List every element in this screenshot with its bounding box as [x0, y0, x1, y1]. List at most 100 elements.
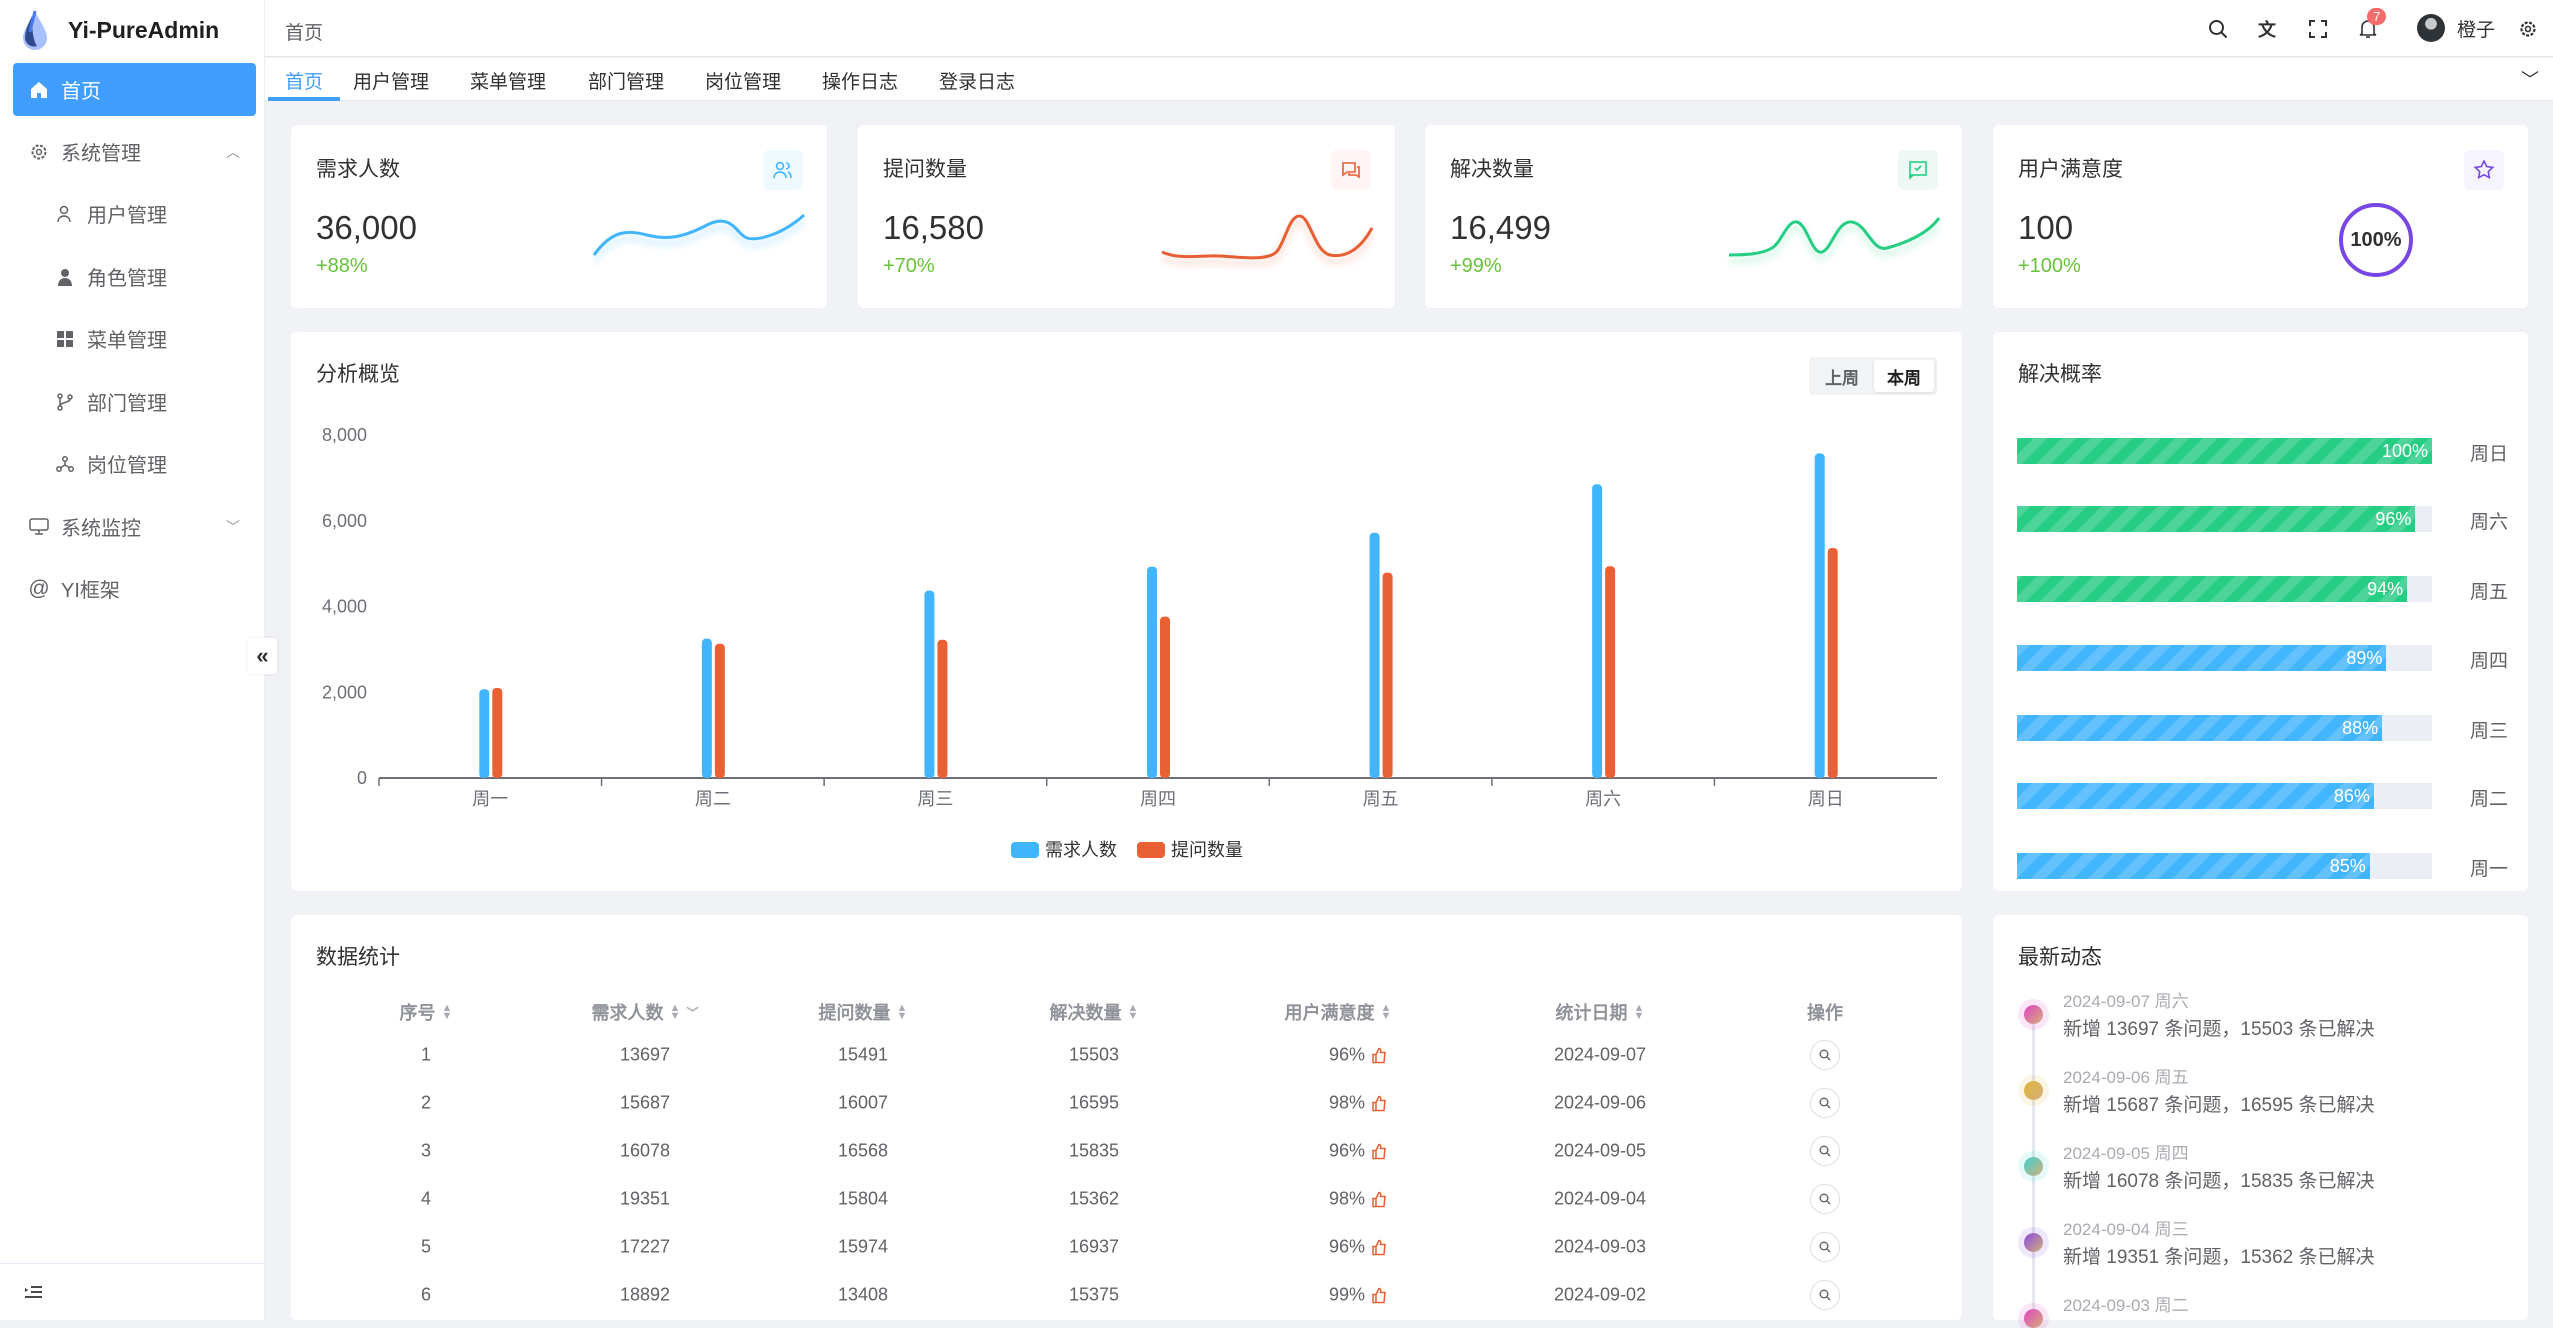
sidebar-item-label: 系统管理 [61, 143, 141, 165]
view-button[interactable] [1810, 1184, 1840, 1214]
table-cell: 16937 [1068, 1236, 1120, 1257]
sort-icon[interactable]: ▲ ▼ [1127, 1002, 1139, 1022]
sidebar-item-departments[interactable]: 部门管理 [13, 375, 256, 428]
stat-card-satisfaction: 用户满意度 100 +100% 100% [1993, 125, 2528, 308]
tab-home[interactable]: 首页 [285, 72, 324, 93]
x-tick-label: 周六 [1585, 789, 1621, 809]
y-tick-label: 8,000 [322, 425, 367, 445]
y-tick-label: 4,000 [322, 597, 367, 617]
stat-change: +99% [1450, 255, 1502, 277]
bell-icon[interactable]: 7 [2355, 8, 2387, 42]
x-tick-label: 周三 [917, 789, 953, 809]
column-header[interactable]: 统计日期 ▲ ▼ [1555, 1002, 1645, 1024]
sort-icon[interactable]: ▲ ▼ [669, 1002, 681, 1022]
solve-rate-title: 解决概率 [2018, 363, 2102, 386]
stat-title: 用户满意度 [2018, 158, 2123, 181]
translate-icon[interactable]: 文 [2258, 20, 2276, 40]
search-icon [1810, 1040, 1840, 1070]
sidebar-item-yi-framework[interactable]: @ YI框架 [13, 562, 256, 615]
sort-icon[interactable]: ▲ ▼ [1633, 1002, 1645, 1022]
search-icon [1810, 1088, 1840, 1118]
sort-icon[interactable]: ▲ ▼ [896, 1002, 908, 1022]
timeline-dot [2024, 1157, 2043, 1176]
stat-title: 提问数量 [883, 158, 967, 181]
column-header[interactable]: 解决数量 ▲ ▼ [1049, 1002, 1139, 1024]
tab-operation-log[interactable]: 操作日志 [822, 72, 899, 93]
legend-label: 需求人数 [1045, 840, 1117, 860]
legend-label: 提问数量 [1171, 840, 1243, 860]
sidebar-item-users[interactable]: 用户管理 [13, 187, 256, 240]
branch-icon [55, 392, 75, 412]
this-week-button[interactable]: 本周 [1874, 360, 1934, 392]
settings-gear-icon[interactable] [2515, 16, 2541, 42]
chat-icon [1331, 150, 1371, 190]
legend-swatch [1137, 842, 1165, 858]
collapse-menu-icon[interactable] [24, 1283, 44, 1301]
bar-demand [1147, 566, 1157, 778]
day-label: 周一 [2470, 859, 2509, 880]
stat-title: 需求人数 [316, 158, 400, 181]
table-cell: 2024-09-02 [1553, 1284, 1647, 1305]
table-cell: 1 [420, 1044, 432, 1065]
last-week-button[interactable]: 上周 [1825, 368, 1859, 388]
bar-demand [1369, 532, 1380, 778]
progress-label: 94% [2367, 578, 2404, 599]
column-header[interactable]: 序号 ▲ ▼ [399, 1002, 453, 1024]
sidebar-item-posts[interactable]: 岗位管理 [13, 437, 256, 490]
sidebar-item-roles[interactable]: 角色管理 [13, 250, 256, 303]
user-menu[interactable]: 橙子 [2417, 14, 2495, 42]
column-header[interactable]: 用户满意度 ▲ ▼ [1284, 1002, 1392, 1024]
solved-sparkline [1728, 217, 1941, 257]
column-header[interactable]: 操作 [1807, 1003, 1843, 1023]
thumbs-up-icon [1372, 1047, 1386, 1063]
breadcrumb[interactable]: 首页 [285, 23, 324, 44]
satisfaction-ring: 100% [2339, 203, 2413, 277]
search-icon [1810, 1232, 1840, 1262]
table-cell: 2024-09-05 [1553, 1140, 1647, 1161]
bar-questions [1382, 572, 1393, 778]
column-header[interactable]: 提问数量 ▲ ▼ [818, 1002, 908, 1024]
stat-change: +100% [2018, 255, 2081, 277]
tab-departments[interactable]: 部门管理 [588, 72, 665, 93]
timeline-date: 2024-09-05 周四 [2063, 1144, 2189, 1163]
x-tick-label: 周四 [1140, 789, 1176, 809]
table-cell: 15687 [619, 1092, 671, 1113]
search-icon[interactable] [2205, 16, 2231, 42]
sidebar-item-system[interactable]: 系统管理 ︿ [13, 125, 256, 178]
sidebar-item-monitor[interactable]: 系统监控 ﹀ [13, 500, 256, 553]
user-name: 橙子 [2457, 19, 2496, 41]
sort-icon[interactable]: ▲ ▼ [1380, 1002, 1392, 1022]
table-cell: 16595 [1068, 1092, 1120, 1113]
sidebar-item-menus[interactable]: 菜单管理 [13, 312, 256, 365]
column-header[interactable]: 需求人数 ▲ ▼ ﹀ [591, 1002, 699, 1024]
collapse-sidebar-button[interactable]: « [248, 638, 277, 674]
stat-card-questions: 提问数量 16,580 +70% [858, 125, 1395, 308]
table-cell: 16078 [619, 1140, 671, 1161]
thumbs-up-icon [1372, 1191, 1386, 1207]
filter-chevron-icon[interactable]: ﹀ [686, 1005, 699, 1020]
view-button[interactable] [1810, 1136, 1840, 1166]
tab-menus[interactable]: 菜单管理 [470, 72, 547, 93]
tab-users[interactable]: 用户管理 [353, 72, 430, 93]
tab-posts[interactable]: 岗位管理 [705, 72, 782, 93]
table-cell: 15835 [1068, 1140, 1120, 1161]
progress-label: 86% [2333, 785, 2370, 806]
day-label: 周六 [2470, 512, 2509, 533]
tabs-chevron-down-icon[interactable]: ﹀ [2521, 70, 2539, 90]
org-icon [55, 454, 75, 474]
view-button[interactable] [1810, 1280, 1840, 1310]
stat-title: 解决数量 [1450, 158, 1534, 181]
view-button[interactable] [1810, 1232, 1840, 1262]
bar-demand [701, 638, 712, 778]
view-button[interactable] [1810, 1040, 1840, 1070]
logo[interactable]: Yi-PureAdmin [18, 10, 219, 50]
sidebar-item-home[interactable]: 首页 [13, 63, 256, 116]
fullscreen-icon[interactable] [2305, 16, 2331, 42]
stat-change: +70% [883, 255, 935, 277]
y-tick-label: 0 [357, 768, 367, 788]
view-button[interactable] [1810, 1088, 1840, 1118]
progress-fill: 86% [2017, 783, 2374, 809]
sort-icon[interactable]: ▲ ▼ [441, 1002, 453, 1022]
tab-login-log[interactable]: 登录日志 [939, 72, 1016, 93]
